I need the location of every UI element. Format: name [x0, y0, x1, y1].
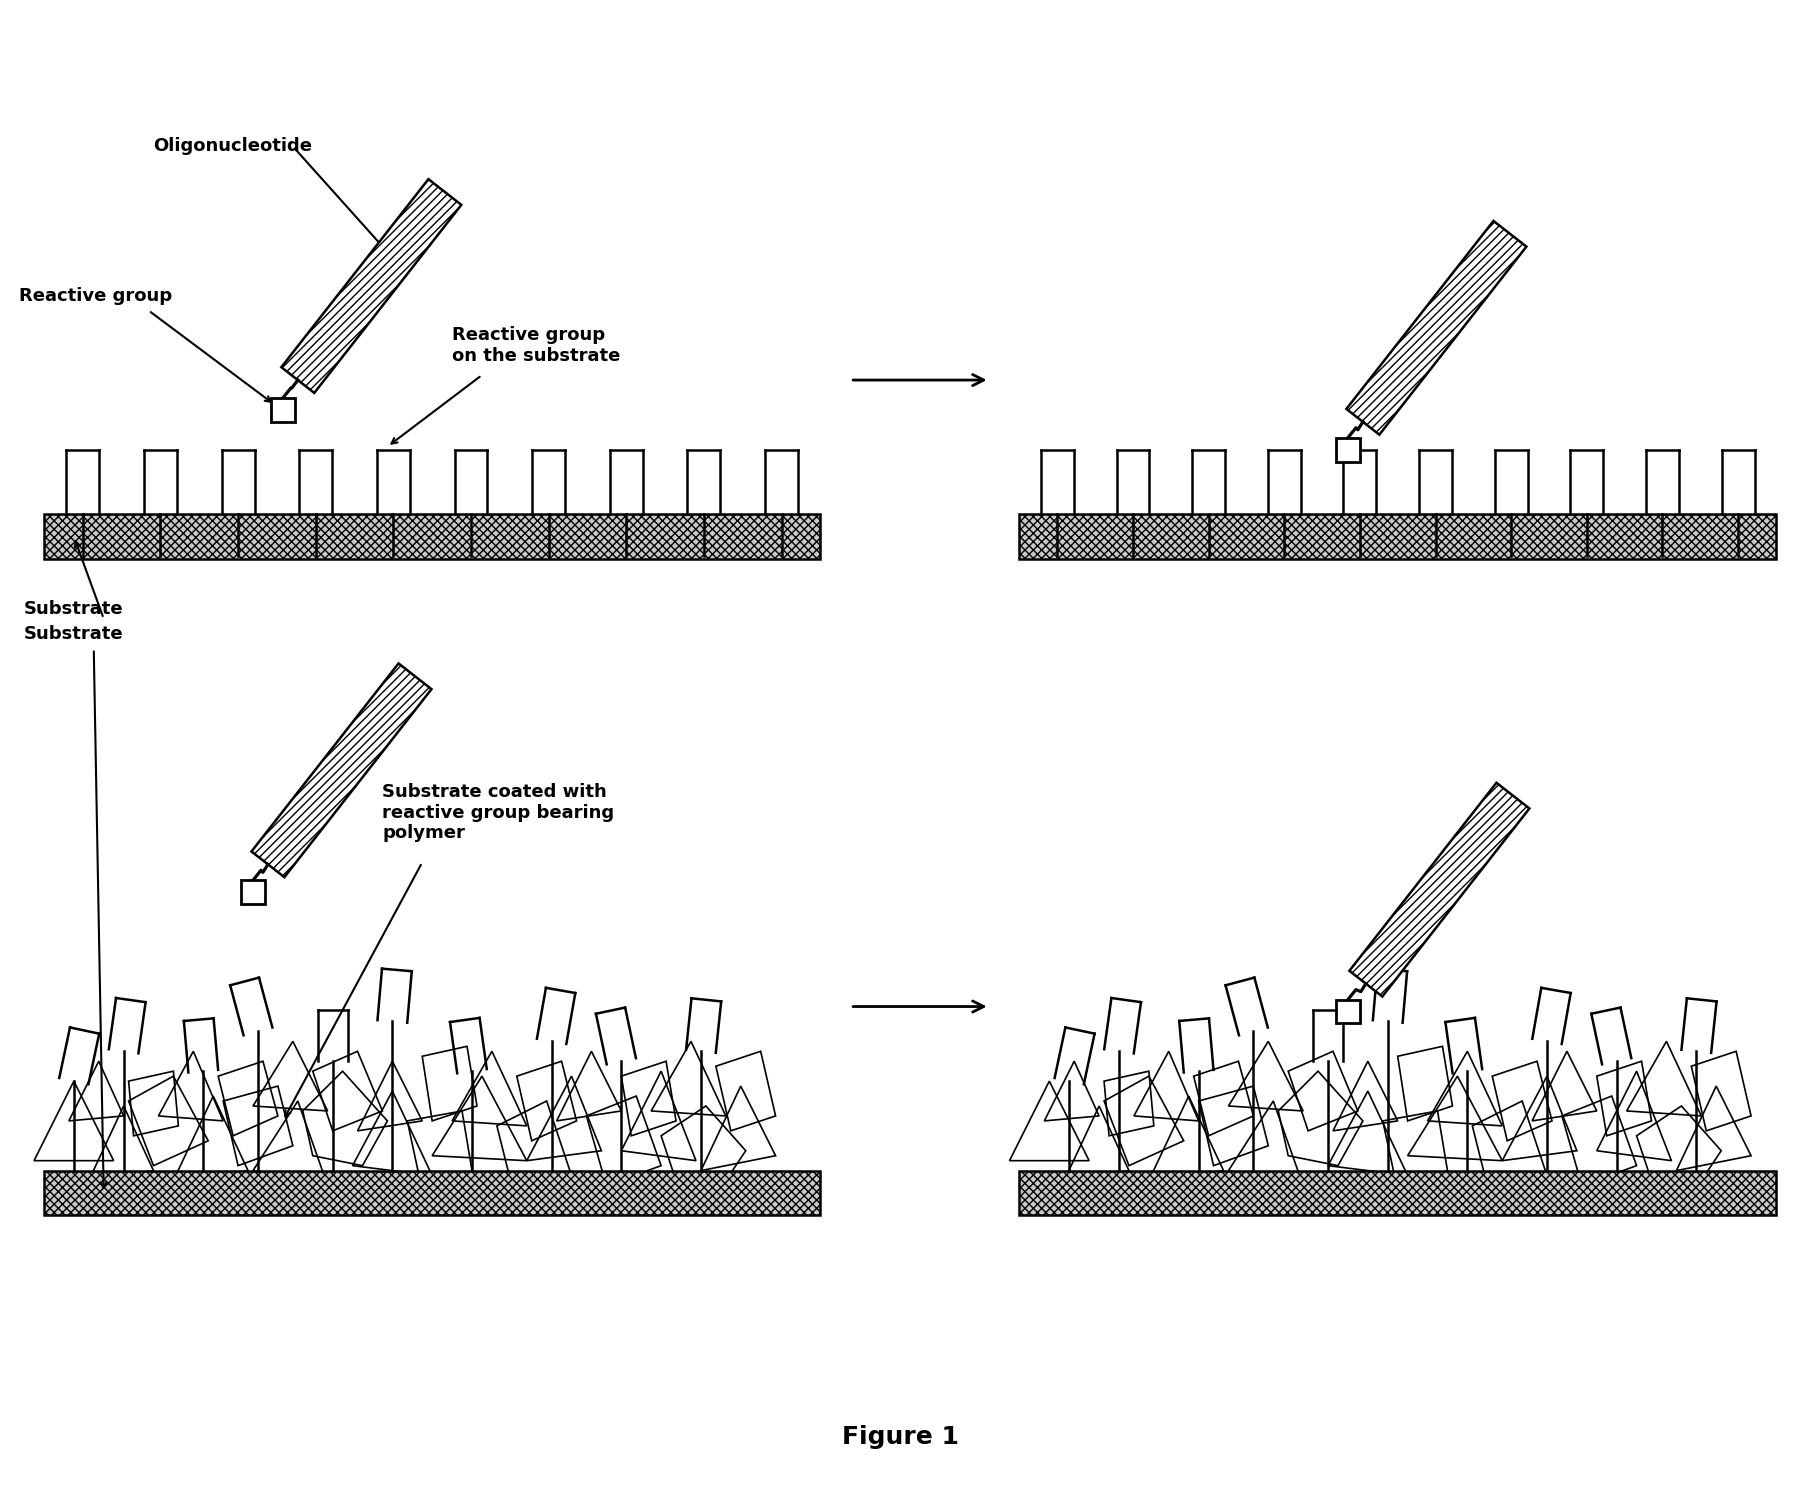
Text: Figure 1: Figure 1 [841, 1424, 958, 1450]
Bar [271, 399, 294, 423]
Bar [43, 514, 821, 558]
Text: Reactive group
on the substrate: Reactive group on the substrate [453, 325, 621, 364]
Text: Reactive group: Reactive group [20, 287, 171, 305]
Bar [1337, 437, 1360, 461]
Bar [43, 1171, 821, 1215]
Text: Substrate: Substrate [23, 600, 124, 618]
Bar [242, 881, 265, 905]
Text: Substrate: Substrate [23, 624, 124, 642]
Polygon shape [1349, 782, 1530, 996]
Polygon shape [251, 663, 431, 878]
Text: Oligonucleotide: Oligonucleotide [153, 137, 312, 155]
Text: Substrate coated with
reactive group bearing
polymer: Substrate coated with reactive group bea… [382, 782, 615, 842]
Bar [1337, 1000, 1360, 1023]
Bar [1019, 514, 1775, 558]
Polygon shape [281, 179, 462, 393]
Bar [1019, 1171, 1775, 1215]
Polygon shape [1346, 221, 1526, 434]
